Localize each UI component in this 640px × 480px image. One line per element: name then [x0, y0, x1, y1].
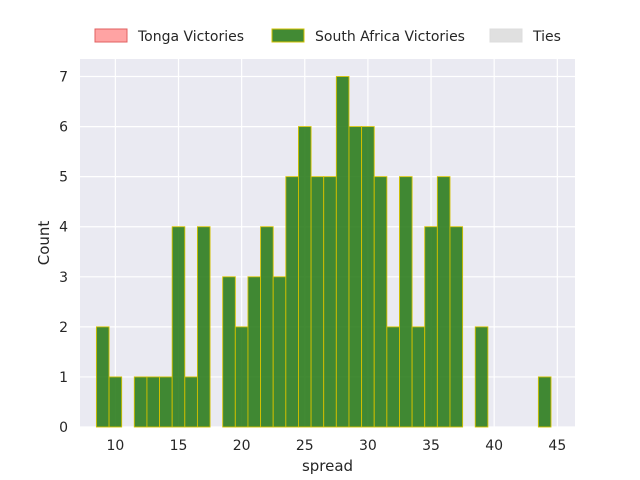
x-tick-label: 40: [485, 438, 503, 454]
legend: Tonga Victories South Africa Victories Tie…: [94, 28, 561, 45]
histogram-bar: [159, 376, 173, 428]
histogram-bar: [133, 376, 148, 428]
histogram-bar: [424, 226, 438, 428]
histogram-bar: [335, 76, 350, 428]
legend-label: South Africa Victories: [315, 29, 465, 45]
histogram-bar: [310, 176, 325, 428]
histogram-bar: [411, 326, 426, 428]
histogram-bar: [234, 326, 249, 428]
y-tick-label: 4: [59, 220, 68, 236]
y-tick-label: 6: [59, 120, 68, 136]
x-tick-label: 30: [359, 438, 377, 454]
legend-swatch: [94, 28, 128, 43]
histogram-bar: [285, 176, 299, 428]
x-tick-label: 10: [106, 438, 124, 454]
histogram-bar: [247, 276, 262, 428]
x-tick-label: 25: [296, 438, 314, 454]
x-tick-label: 20: [233, 438, 251, 454]
histogram-bar: [222, 276, 236, 428]
y-tick-label: 7: [59, 70, 68, 86]
histogram-bar: [436, 176, 451, 428]
histogram-bar: [95, 326, 110, 428]
histogram-bar: [146, 376, 161, 428]
histogram-bar: [474, 326, 489, 428]
y-tick-label: 5: [59, 170, 68, 186]
legend-swatch: [489, 28, 523, 43]
histogram-bar: [171, 226, 186, 428]
histogram-bar: [537, 376, 552, 428]
y-tick-label: 1: [59, 370, 68, 386]
histogram-bar: [260, 226, 274, 428]
histogram-bar: [298, 126, 312, 428]
histogram-bar: [348, 126, 363, 428]
bars: [95, 76, 552, 428]
histogram-bar: [196, 226, 211, 428]
histogram-bar: [386, 326, 400, 428]
histogram-bar: [399, 176, 413, 428]
y-tick-label: 2: [59, 320, 68, 336]
histogram-bar: [108, 376, 123, 428]
x-tick-label: 35: [422, 438, 440, 454]
x-tick-label: 45: [548, 438, 566, 454]
histogram-bar: [184, 376, 198, 428]
legend-label: Tonga Victories: [137, 29, 244, 45]
legend-swatch: [271, 28, 305, 43]
y-tick-label: 0: [59, 420, 68, 436]
y-tick-label: 3: [59, 270, 68, 286]
histogram-bar: [449, 226, 464, 428]
y-axis-label: Count: [35, 221, 53, 266]
histogram-bar: [323, 176, 337, 428]
histogram-bar: [272, 276, 287, 428]
x-tick-label: 15: [170, 438, 188, 454]
x-axis-label: spread: [302, 457, 353, 475]
histogram-bar: [373, 176, 388, 428]
legend-label: Ties: [532, 29, 561, 45]
x-axis-ticks: 10 15 20 25 30 35 40 45: [106, 438, 566, 454]
histogram-bar: [361, 126, 375, 428]
y-axis-ticks: 0 1 2 3 4 5 6 7: [59, 70, 68, 436]
